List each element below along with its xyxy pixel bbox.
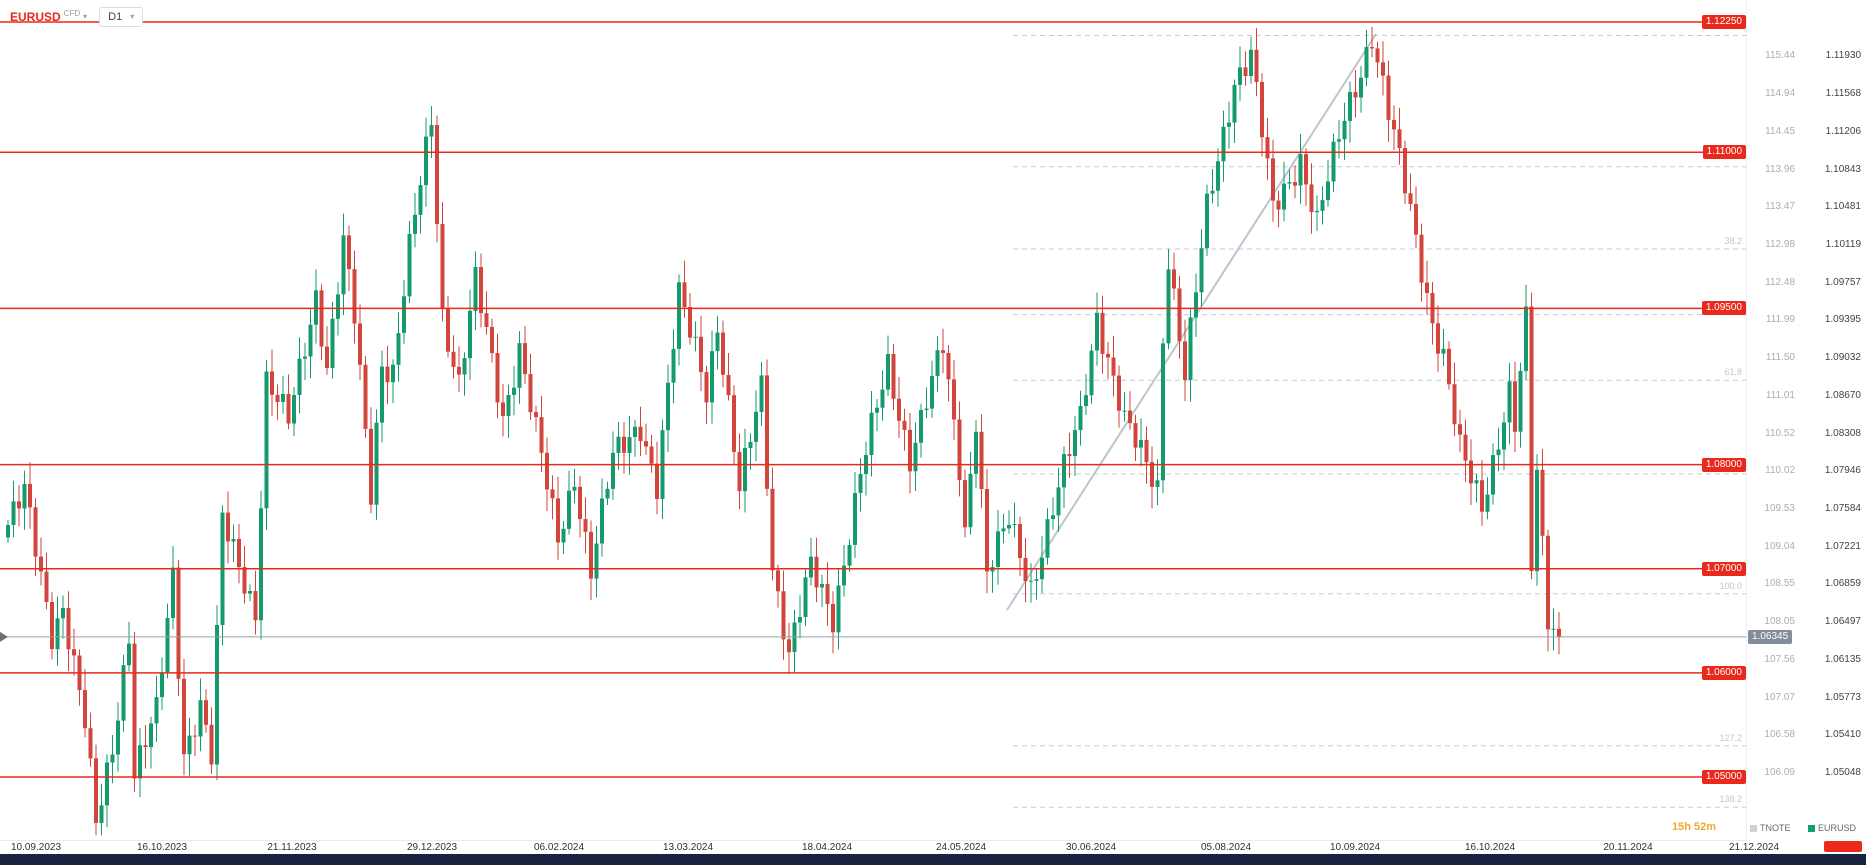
candlestick-series xyxy=(6,26,1561,836)
price-axis[interactable]: 115.44 1.11930 114.94 1.11568 114.45 1.11206 1… xyxy=(1746,0,1866,841)
price-level-tag[interactable]: 1.12250 xyxy=(1701,15,1746,29)
tnote-axis-label: 108.55 xyxy=(1764,578,1795,590)
tnote-axis-label: 113.47 xyxy=(1765,201,1795,213)
tnote-axis-label: 113.96 xyxy=(1765,163,1795,175)
eurusd-axis-label: 1.08670 xyxy=(1824,389,1861,401)
date-tick-label: 21.12.2024 xyxy=(1728,842,1780,853)
eurusd-axis-label: 1.09757 xyxy=(1824,276,1861,288)
candle-countdown: 15h 52m xyxy=(1672,821,1717,833)
eurusd-axis-label: 1.06135 xyxy=(1824,653,1861,665)
eurusd-axis-label: 1.07221 xyxy=(1824,540,1861,552)
eurusd-axis-label: 1.08308 xyxy=(1824,427,1861,439)
tnote-axis-label: 114.94 xyxy=(1765,88,1795,100)
eurusd-axis-label: 1.05410 xyxy=(1824,729,1861,741)
tnote-axis-label: 114.45 xyxy=(1765,125,1795,137)
price-level-tag[interactable]: 1.09500 xyxy=(1701,301,1746,316)
date-tick-label: 24.05.2024 xyxy=(935,842,987,853)
symbol-select[interactable]: EURUSD CFD ▾ xyxy=(10,9,88,24)
legend-eurusd-label: EURUSD xyxy=(1818,823,1857,833)
tnote-axis-label: 112.48 xyxy=(1765,276,1795,288)
fib-level-label: 61.8 xyxy=(1724,367,1742,378)
eurusd-swatch-icon xyxy=(1808,824,1815,832)
date-tick-label: 16.10.2024 xyxy=(1464,842,1516,853)
tnote-axis-label: 111.99 xyxy=(1765,314,1795,326)
eurusd-axis-label: 1.11568 xyxy=(1825,88,1861,100)
eurusd-axis-label: 1.11930 xyxy=(1825,50,1861,62)
chevron-down-icon: ▾ xyxy=(83,12,88,21)
eurusd-axis-label: 1.06859 xyxy=(1824,578,1861,590)
bottom-bar xyxy=(0,854,1866,865)
date-tick-label: 10.09.2023 xyxy=(10,842,62,853)
eurusd-axis-label: 1.11206 xyxy=(1825,125,1861,137)
timeframe-select[interactable]: D1 ▾ xyxy=(99,7,144,27)
legend-tnote-label: TNOTE xyxy=(1760,823,1791,833)
symbol-label: EURUSD xyxy=(10,10,61,24)
legend-item-eurusd[interactable]: EURUSD xyxy=(1808,823,1856,833)
tnote-axis-label: 112.98 xyxy=(1765,238,1795,250)
legend-item-tnote[interactable]: TNOTE xyxy=(1750,823,1791,833)
eurusd-axis-label: 1.05773 xyxy=(1824,691,1861,703)
tnote-axis-label: 109.53 xyxy=(1764,502,1795,514)
eurusd-axis-label: 1.10481 xyxy=(1824,201,1861,213)
fib-retracement[interactable] xyxy=(1013,35,1746,808)
price-levels[interactable] xyxy=(0,21,1746,778)
date-tick-label: 13.03.2024 xyxy=(662,842,714,853)
tnote-swatch-icon xyxy=(1750,824,1757,832)
eurusd-axis-label: 1.07946 xyxy=(1824,465,1861,477)
price-level-tag[interactable]: 1.05000 xyxy=(1701,770,1746,784)
price-line-marker-icon xyxy=(0,631,8,642)
time-axis[interactable]: 10.09.2023 16.10.2023 21.11.2023 29.12.2023… xyxy=(0,842,1866,854)
date-tick-label: 29.12.2023 xyxy=(406,842,458,853)
instrument-type-label: CFD xyxy=(63,9,81,18)
date-tick-label: 21.11.2023 xyxy=(267,842,317,853)
date-tick-label: 05.08.2024 xyxy=(1200,842,1252,853)
tnote-axis-label: 111.01 xyxy=(1765,389,1795,401)
eurusd-axis-label: 1.07584 xyxy=(1824,502,1861,514)
date-tick-label: 06.02.2024 xyxy=(533,842,585,853)
price-level-tag[interactable]: 1.08000 xyxy=(1701,457,1746,472)
date-tick-label: 18.04.2024 xyxy=(801,842,853,853)
eurusd-axis-label: 1.09395 xyxy=(1824,314,1861,326)
chart-plot-area[interactable] xyxy=(0,0,1746,841)
eurusd-axis-label: 1.05048 xyxy=(1824,767,1861,778)
tnote-axis-label: 110.52 xyxy=(1765,427,1795,439)
timeframe-label: D1 xyxy=(108,11,123,23)
tnote-axis-label: 106.09 xyxy=(1764,767,1795,778)
tnote-axis-label: 110.02 xyxy=(1765,465,1795,477)
sell-price-flag xyxy=(1824,841,1862,852)
fib-level-label: 127.2 xyxy=(1719,732,1742,743)
fib-level-label: 138.2 xyxy=(1719,794,1742,805)
tnote-axis-label: 109.04 xyxy=(1764,540,1795,552)
candlestick-chart[interactable] xyxy=(0,0,1746,841)
price-level-tag[interactable]: 1.06000 xyxy=(1701,665,1746,680)
tnote-axis-label: 115.44 xyxy=(1765,50,1795,62)
fib-level-label: 100.0 xyxy=(1719,580,1742,591)
tnote-axis-label: 107.56 xyxy=(1764,653,1795,665)
price-level-tag[interactable]: 1.07000 xyxy=(1701,561,1746,576)
eurusd-axis-label: 1.06497 xyxy=(1824,616,1861,628)
fib-level-label: 38.2 xyxy=(1724,236,1742,247)
date-tick-label: 20.11.2024 xyxy=(1603,842,1653,853)
tnote-axis-label: 106.58 xyxy=(1764,729,1795,741)
date-tick-label: 30.06.2024 xyxy=(1065,842,1117,853)
date-tick-label: 16.10.2023 xyxy=(136,842,188,853)
eurusd-axis-label: 1.09032 xyxy=(1824,352,1861,364)
tnote-axis-label: 108.05 xyxy=(1764,616,1795,628)
price-level-tag[interactable]: 1.11000 xyxy=(1702,145,1746,160)
date-tick-label: 10.09.2024 xyxy=(1329,842,1381,853)
current-price-tag: 1.06345 xyxy=(1748,629,1793,644)
tnote-axis-label: 107.07 xyxy=(1764,691,1795,703)
tnote-axis-label: 111.50 xyxy=(1765,352,1795,364)
chart-toolbar: EURUSD CFD ▾ D1 ▾ xyxy=(10,7,144,27)
chevron-down-icon: ▾ xyxy=(130,12,135,21)
eurusd-axis-label: 1.10119 xyxy=(1825,238,1861,250)
eurusd-axis-label: 1.10843 xyxy=(1824,163,1861,175)
